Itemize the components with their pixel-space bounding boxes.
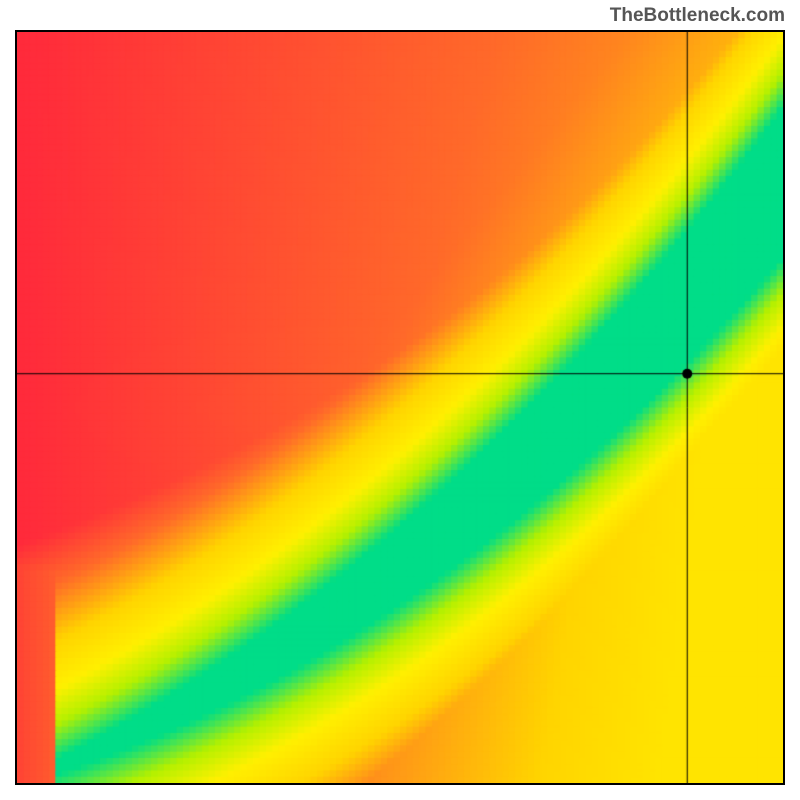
- heatmap-canvas: [15, 30, 785, 785]
- watermark-text: TheBottleneck.com: [610, 5, 785, 27]
- chart-container: TheBottleneck.com: [0, 0, 800, 800]
- heatmap-chart: [15, 30, 785, 785]
